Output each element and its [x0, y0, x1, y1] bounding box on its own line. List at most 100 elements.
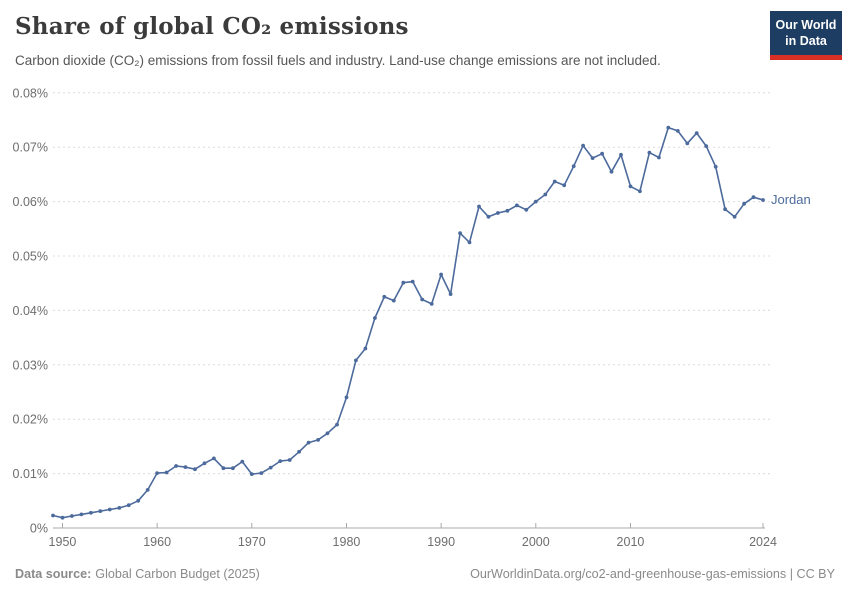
y-axis-tick-label: 0.04%: [13, 304, 48, 318]
data-point-marker[interactable]: [552, 179, 557, 184]
data-point-marker[interactable]: [713, 164, 718, 169]
data-point-marker[interactable]: [60, 515, 65, 520]
chart-title: Share of global CO₂ emissions: [15, 13, 409, 40]
credit-link[interactable]: OurWorldinData.org/co2-and-greenhouse-ga…: [470, 567, 835, 581]
data-point-marker[interactable]: [193, 467, 197, 472]
data-point-marker[interactable]: [335, 422, 339, 427]
data-point-marker[interactable]: [515, 203, 519, 208]
y-axis-tick-label: 0.08%: [13, 86, 48, 100]
data-point-marker[interactable]: [278, 459, 283, 463]
data-point-marker[interactable]: [543, 192, 548, 197]
data-point-marker[interactable]: [761, 198, 765, 202]
x-axis-tick-label: 1960: [143, 535, 171, 549]
data-point-marker[interactable]: [231, 466, 235, 471]
data-point-marker[interactable]: [562, 183, 567, 188]
x-axis-tick-label: 1950: [49, 535, 77, 549]
data-point-marker[interactable]: [268, 465, 273, 470]
entity-label-jordan[interactable]: Jordan: [771, 192, 811, 207]
chart-subtitle: Carbon dioxide (CO₂) emissions from foss…: [15, 53, 661, 68]
data-point-marker[interactable]: [657, 155, 661, 160]
data-point-marker[interactable]: [685, 141, 690, 146]
data-point-marker[interactable]: [373, 316, 377, 320]
owid-logo-line1: Our World: [775, 18, 837, 32]
data-point-marker[interactable]: [704, 144, 709, 149]
data-point-marker[interactable]: [581, 143, 585, 148]
data-point-marker[interactable]: [202, 461, 207, 466]
data-point-marker[interactable]: [496, 211, 500, 215]
y-axis-tick-label: 0.05%: [13, 250, 48, 264]
data-point-marker[interactable]: [675, 129, 680, 133]
data-point-marker[interactable]: [221, 466, 226, 471]
data-point-marker[interactable]: [628, 184, 633, 189]
y-axis-tick-label: 0.03%: [13, 358, 48, 372]
data-point-marker[interactable]: [410, 279, 415, 284]
data-point-marker[interactable]: [600, 151, 604, 156]
data-point-marker[interactable]: [136, 498, 141, 503]
data-point-marker[interactable]: [467, 240, 472, 245]
x-axis-tick-label: 2024: [749, 535, 777, 549]
data-point-marker[interactable]: [316, 438, 320, 442]
data-point-marker[interactable]: [98, 509, 103, 513]
data-point-marker[interactable]: [732, 214, 737, 219]
data-point-marker[interactable]: [448, 292, 453, 296]
data-point-marker[interactable]: [107, 507, 112, 512]
data-point-marker[interactable]: [117, 506, 122, 510]
data-point-marker[interactable]: [666, 125, 671, 130]
data-point-marker[interactable]: [354, 358, 358, 363]
data-point-marker[interactable]: [344, 395, 349, 400]
data-point-marker[interactable]: [145, 488, 150, 492]
data-point-marker[interactable]: [571, 164, 576, 169]
data-point-marker[interactable]: [240, 459, 245, 464]
data-point-marker[interactable]: [429, 302, 434, 306]
data-point-marker[interactable]: [723, 207, 727, 212]
series-line-jordan[interactable]: [52, 126, 764, 519]
data-point-marker[interactable]: [694, 131, 699, 136]
data-point-marker[interactable]: [306, 440, 311, 445]
data-point-marker[interactable]: [249, 472, 254, 476]
y-axis-tick-label: 0%: [30, 522, 48, 536]
x-axis-tick-label: 2010: [617, 535, 645, 549]
data-point-marker[interactable]: [458, 231, 462, 236]
data-point-marker[interactable]: [287, 458, 292, 462]
y-axis-tick-label: 0.02%: [13, 413, 48, 427]
data-point-marker[interactable]: [401, 280, 406, 285]
data-point-marker[interactable]: [751, 195, 756, 200]
data-point-marker[interactable]: [212, 456, 216, 461]
data-point-marker[interactable]: [363, 346, 368, 351]
data-point-marker[interactable]: [742, 201, 746, 206]
data-point-marker[interactable]: [155, 471, 160, 475]
data-point-marker[interactable]: [70, 514, 74, 518]
data-point-marker[interactable]: [505, 208, 510, 213]
data-point-marker[interactable]: [477, 204, 481, 209]
owid-logo-line2: in Data: [785, 34, 827, 49]
data-point-marker[interactable]: [609, 169, 614, 174]
data-point-marker[interactable]: [259, 471, 264, 475]
data-point-marker[interactable]: [126, 503, 131, 508]
data-source-name: Global Carbon Budget (2025): [95, 567, 260, 581]
data-point-marker[interactable]: [297, 449, 301, 454]
data-point-marker[interactable]: [382, 294, 387, 299]
data-point-marker[interactable]: [524, 207, 529, 212]
data-point-marker[interactable]: [89, 510, 93, 515]
data-point-marker[interactable]: [638, 189, 642, 194]
data-point-marker[interactable]: [391, 298, 396, 303]
data-point-marker[interactable]: [533, 199, 538, 204]
y-axis-tick-label: 0.06%: [13, 195, 48, 209]
data-point-marker[interactable]: [590, 156, 595, 161]
owid-logo[interactable]: Our World in Data: [770, 11, 842, 60]
data-point-marker[interactable]: [51, 513, 55, 518]
data-point-marker[interactable]: [79, 512, 84, 517]
data-point-marker[interactable]: [439, 272, 443, 277]
data-point-marker[interactable]: [619, 152, 623, 157]
data-point-marker[interactable]: [174, 464, 179, 468]
data-point-marker[interactable]: [420, 297, 425, 302]
data-point-marker[interactable]: [486, 214, 491, 219]
data-point-marker[interactable]: [183, 465, 188, 469]
data-point-marker[interactable]: [647, 150, 652, 155]
x-axis-tick-label: 1970: [238, 535, 266, 549]
data-point-marker[interactable]: [325, 431, 330, 436]
x-axis-tick-label: 2000: [522, 535, 550, 549]
data-point-marker[interactable]: [164, 470, 169, 475]
